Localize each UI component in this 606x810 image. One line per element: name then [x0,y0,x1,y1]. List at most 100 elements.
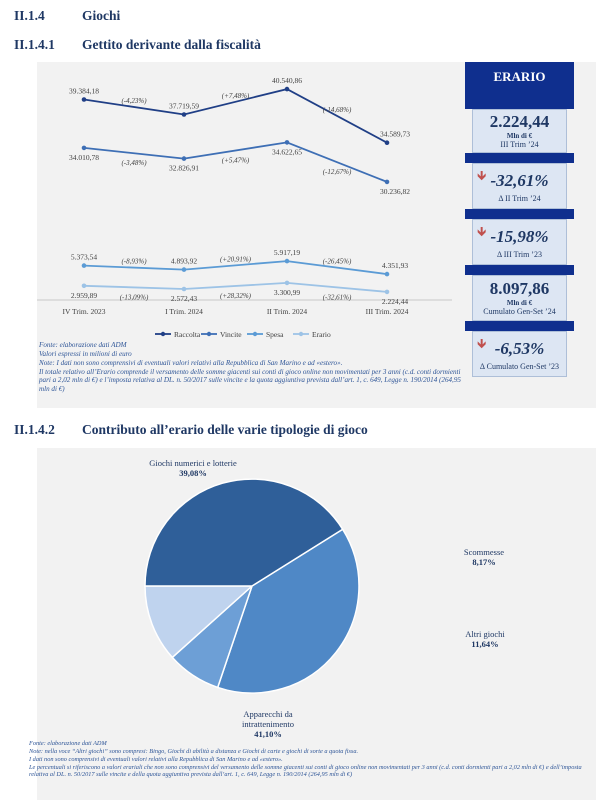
section-heading-gettito: II.1.4.1 Gettito derivante dalla fiscalit… [14,37,261,53]
series-line-erario [83,281,388,293]
pie-slice-altri-giochi [144,585,254,659]
data-label: 30.236,82 [380,187,410,196]
pie-notes: Fonte: elaborazione dati ADM Note: nella… [29,740,599,779]
change-label: (+5,47%) [222,157,250,165]
data-point-raccolta [81,97,87,102]
pie-label-name: Apparecchi da [243,709,293,719]
data-point-raccolta [384,140,390,145]
data-point-raccolta [284,86,290,92]
kpi-caption: Δ II Trim ’24 [498,194,541,203]
data-point-spesa [384,271,390,277]
data-label: 4.893,92 [171,257,198,266]
down-arrow-icon: 🡻 [477,224,487,239]
legend-marker [206,331,212,337]
data-point-vincite [284,140,290,145]
heading-number: II.1.4 [14,8,45,23]
pie-label-name: intrattenimento [242,719,294,729]
kpi-caption: Δ III Trim ’23 [497,250,542,259]
sidebar-strip [465,265,574,275]
x-tick-label: I Trim. 2024 [165,307,203,316]
note-line: I dati non sono comprensivi di eventuali… [29,755,283,763]
data-label: 32.826,91 [169,164,199,173]
data-point-spesa [284,258,290,264]
change-label: (+7,48%) [222,92,250,100]
pie-label-name: Altri giochi [465,629,505,639]
data-point-raccolta [181,112,187,117]
change-label: (-8,93%) [121,258,147,266]
data-point-spesa [81,263,87,268]
data-label: 5.917,19 [274,248,301,257]
kpi-unit: Mln di € [506,132,533,140]
x-tick-label: III Trim. 2024 [366,307,409,316]
kpi-caption: Δ Cumulato Gen-Set ’23 [479,362,560,371]
legend-marker [252,331,258,337]
change-label: (-32,61%) [323,293,352,301]
data-label: 3.300,99 [274,288,301,297]
data-label: 34.010,78 [69,153,99,162]
data-label: 39.384,18 [69,87,99,96]
data-label: 40.540,86 [272,76,302,85]
sidebar-strip [465,209,574,219]
pie-slice-apparecchi-da-intrattenimento [144,478,344,587]
sidebar-strip [465,321,574,331]
data-point-erario [81,283,87,289]
heading-number: II.1.4.1 [14,37,55,52]
erario-title: ERARIO [465,62,574,106]
series-line-raccolta [83,88,388,144]
kpi-value: 8.097,86 [489,279,550,298]
data-label: 34.622,65 [272,147,302,156]
pie-label-value: 11,64% [471,639,498,649]
kpi-box-delta-q3-23: 🡻 -15,98% Δ III Trim ’23 [472,219,567,265]
change-label: (+28,32%) [220,292,252,300]
pie-label-name: Giochi numerici e lotterie [149,458,237,468]
legend-marker [298,331,304,337]
change-label: (-4,23%) [121,97,147,105]
pie-label-value: 39,08% [179,468,207,478]
data-label: 2.224,44 [382,297,409,306]
kpi-box-erario-value: 2.224,44 Mln di € III Trim ’24 [472,109,567,153]
pie-label-name: Scommesse [464,547,504,557]
down-arrow-icon: 🡻 [477,168,487,183]
data-label: 37.719,59 [169,102,199,111]
down-arrow-icon: 🡻 [477,336,487,351]
kpi-box-delta-cumulato: 🡻 -6,53% Δ Cumulato Gen-Set ’23 [472,331,567,377]
kpi-value: -32,61% [490,171,549,190]
data-label: 5.373,54 [71,253,98,262]
heading-text: Giochi [82,8,121,23]
legend-label: Vincite [220,330,242,339]
legend-label: Raccolta [174,330,201,339]
data-label: 4.351,93 [382,261,409,270]
change-label: (-3,48%) [121,159,147,167]
heading-text: Gettito derivante dalla fiscalità [82,37,261,52]
kpi-value: 2.224,44 [489,112,550,131]
sidebar-strip [465,153,574,163]
note-line: Le percentuali si riferiscono a valori e… [29,763,582,779]
kpi-box-cumulato: 8.097,86 Mln di € Cumulato Gen-Set ’24 [472,275,567,321]
change-label: (-12,67%) [323,168,352,176]
change-label: (-13,09%) [120,293,149,301]
note-line: Note: I dati non sono comprensivi di eve… [39,358,343,367]
change-label: (-14,68%) [323,106,352,114]
pie-chart-panel: Giochi numerici e lotterie 39,08% Scommess… [37,448,596,800]
legend-label: Spesa [266,330,284,339]
pie-slice-giochi-numerici-e-lotterie [216,528,360,694]
data-label: 2.959,89 [71,291,98,300]
note-line: Fonte: elaborazione dati ADM [29,740,107,747]
kpi-value: -6,53% [494,339,545,358]
note-line: Fonte: elaborazione dati ADM [39,341,127,349]
sidebar-strip [465,106,574,109]
section-heading-contributo: II.1.4.2 Contributo all’erario delle vari… [14,422,368,438]
note-line: Valori espressi in milioni di euro [39,349,132,358]
legend-label: Erario [312,330,331,339]
section-heading-giochi: II.1.4 Giochi [14,8,120,24]
kpi-caption: Cumulato Gen-Set ’24 [483,307,556,316]
data-point-vincite [181,156,187,161]
heading-text: Contributo all’erario delle varie tipolo… [82,422,368,437]
data-point-vincite [384,179,390,185]
series-line-spesa [83,260,388,275]
change-label: (-26,45%) [323,258,352,266]
note-line: Note: nella voce “Altri giochi” sono com… [29,747,359,755]
data-point-spesa [181,267,187,272]
kpi-unit: Mln di € [506,299,533,307]
data-label: 34.589,73 [380,130,410,139]
